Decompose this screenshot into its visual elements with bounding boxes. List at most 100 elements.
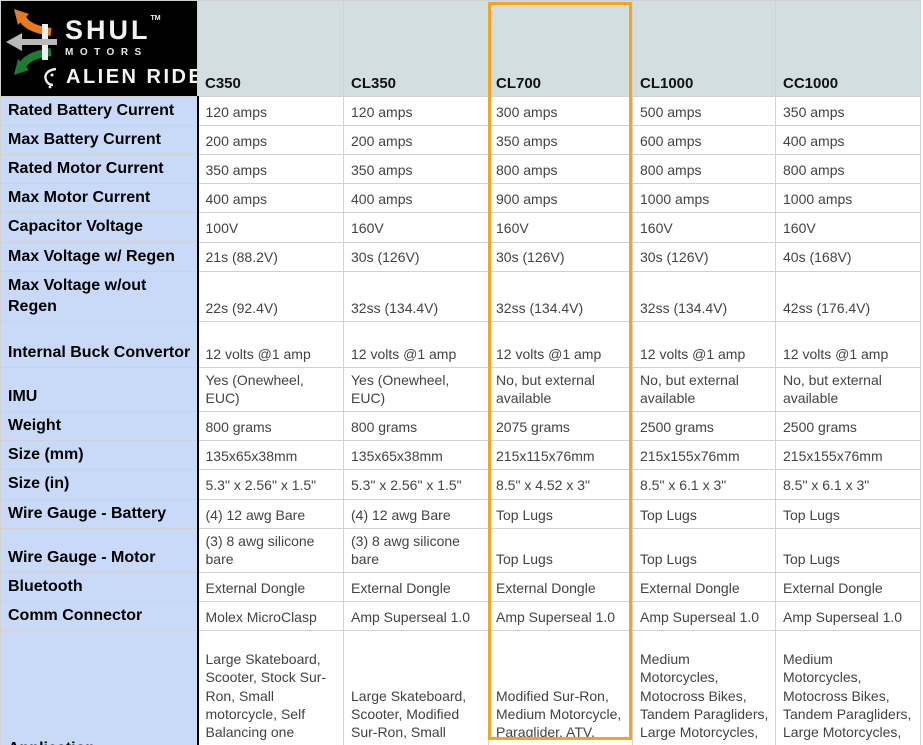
row-label: Rated Battery Current [0, 95, 199, 127]
shul-text: SHUL [65, 15, 151, 45]
data-cell: (4) 12 awg Bare [197, 498, 344, 529]
data-cell: 120 amps [197, 95, 344, 127]
row-label: Bluetooth [0, 572, 199, 603]
data-cell: (3) 8 awg silicone bare [343, 527, 489, 574]
data-cell: 120 amps [343, 95, 489, 127]
data-cell: 40s (168V) [775, 241, 921, 272]
data-cell: 350 amps [488, 125, 633, 156]
row-label: Rated Motor Current [0, 154, 199, 185]
data-cell: (4) 12 awg Bare [343, 498, 489, 529]
data-cell: 8.5" x 6.1 x 3" [632, 469, 776, 500]
data-cell: Amp Superseal 1.0 [632, 601, 776, 632]
data-cell: 400 amps [775, 125, 921, 156]
row-label: Application [0, 630, 199, 745]
table-row: Wire Gauge - Battery (4) 12 awg Bare (4) 1… [0, 498, 921, 529]
data-cell: 300 amps [488, 95, 633, 127]
column-header-c350: C350 [197, 0, 344, 97]
data-cell: Medium Motorcycles, Motocross Bikes, Tan… [775, 630, 921, 745]
data-cell: No, but external available [488, 366, 633, 413]
data-cell: 21s (88.2V) [197, 241, 344, 272]
row-label: Size (mm) [0, 440, 199, 471]
data-cell: 30s (126V) [343, 241, 489, 272]
row-label: IMU [0, 366, 199, 413]
row-label: Size (in) [0, 469, 199, 500]
data-cell: 350 amps [343, 154, 489, 185]
data-cell: 500 amps [632, 95, 776, 127]
data-cell: Top Lugs [775, 527, 921, 574]
data-cell: 12 volts @1 amp [197, 320, 344, 368]
data-cell: Amp Superseal 1.0 [343, 601, 489, 632]
table-row: ApplicationLarge Skateboard, Scooter, St… [0, 630, 921, 745]
data-cell: 160V [632, 212, 776, 243]
column-header-cl350: CL350 [343, 0, 489, 97]
data-cell: 12 volts @1 amp [632, 320, 776, 368]
data-cell: 42ss (176.4V) [775, 270, 921, 322]
data-cell: 30s (126V) [488, 241, 633, 272]
data-cell: Molex MicroClasp [197, 601, 344, 632]
data-cell: 400 amps [343, 183, 489, 214]
alien-face-icon [44, 67, 57, 88]
data-cell: 22s (92.4V) [197, 270, 344, 322]
data-cell: 12 volts @1 amp [488, 320, 633, 368]
alien-rides-wordmark: ALIEN RIDES [43, 66, 197, 89]
data-cell: 30s (126V) [632, 241, 776, 272]
data-cell: External Dongle [197, 572, 344, 603]
data-cell: 32ss (134.4V) [488, 270, 633, 322]
shul-motors-logo: SHULTM MOTORS ALIEN RIDES [1, 1, 197, 96]
data-cell: 1000 amps [632, 183, 776, 214]
column-header-cl700: CL700 [488, 0, 633, 97]
data-cell: Large Skateboard, Scooter, Stock Sur-Ron… [197, 630, 344, 745]
data-cell: 5.3" x 2.56" x 1.5" [197, 469, 344, 500]
table-row: Rated Motor Current 350 amps 350 amps 800 a… [0, 154, 921, 185]
data-cell: 400 amps [197, 183, 344, 214]
data-cell: 350 amps [775, 95, 921, 127]
data-cell: Top Lugs [775, 498, 921, 529]
table-row: Wire Gauge - Motor (3) 8 awg silicone bar… [0, 527, 921, 574]
data-cell: 200 amps [197, 125, 344, 156]
table-row: Weight 800 grams 800 grams 2075 grams 2500 g… [0, 411, 921, 442]
data-cell: No, but external available [632, 366, 776, 413]
data-cell: 5.3" x 2.56" x 1.5" [343, 469, 489, 500]
column-header-cc1000: CC1000 [775, 0, 921, 97]
data-cell: Amp Superseal 1.0 [775, 601, 921, 632]
data-cell: 800 grams [197, 411, 344, 442]
data-cell: 215x155x76mm [632, 440, 776, 471]
row-label: Comm Connector [0, 601, 199, 632]
table-row: Max Voltage w/out Regen 22s (92.4V) 32ss (… [0, 270, 921, 322]
row-label: Max Voltage w/ Regen [0, 241, 199, 272]
data-cell: 100V [197, 212, 344, 243]
data-cell: Yes (Onewheel, EUC) [197, 366, 344, 413]
data-cell: 600 amps [632, 125, 776, 156]
data-cell: 32ss (134.4V) [632, 270, 776, 322]
table-row: Bluetooth External Dongle External Dongle E… [0, 572, 921, 603]
table-row: Rated Battery Current 120 amps 120 amps 300… [0, 95, 921, 127]
row-label: Internal Buck Convertor [0, 320, 199, 368]
row-label: Max Motor Current [0, 183, 199, 214]
data-cell: 135x65x38mm [197, 440, 344, 471]
table-body: Rated Battery Current 120 amps 120 amps 300… [0, 95, 921, 745]
row-label: Wire Gauge - Battery [0, 498, 199, 529]
data-cell: Yes (Onewheel, EUC) [343, 366, 489, 413]
data-cell: 900 amps [488, 183, 633, 214]
table-row: IMU Yes (Onewheel, EUC) Yes (Onewheel, EUC… [0, 366, 921, 413]
data-cell: 800 amps [632, 154, 776, 185]
data-cell: 8.5" x 4.52 x 3" [488, 469, 633, 500]
data-cell: External Dongle [343, 572, 489, 603]
data-cell: Top Lugs [488, 527, 633, 574]
row-label: Max Battery Current [0, 125, 199, 156]
data-cell: 2500 grams [775, 411, 921, 442]
table-header: SHULTM MOTORS ALIEN RIDES [0, 0, 921, 97]
data-cell: (3) 8 awg silicone bare [197, 527, 344, 574]
data-cell: External Dongle [488, 572, 633, 603]
row-label: Capacitor Voltage [0, 212, 199, 243]
data-cell: 160V [343, 212, 489, 243]
data-cell: 160V [775, 212, 921, 243]
data-cell: 215x155x76mm [775, 440, 921, 471]
data-cell: 12 volts @1 amp [775, 320, 921, 368]
data-cell: 800 amps [775, 154, 921, 185]
data-cell: Top Lugs [632, 527, 776, 574]
arrows-logo-icon [6, 9, 57, 75]
table-row: Max Motor Current 400 amps 400 amps 900 amp… [0, 183, 921, 214]
data-cell: 2075 grams [488, 411, 633, 442]
